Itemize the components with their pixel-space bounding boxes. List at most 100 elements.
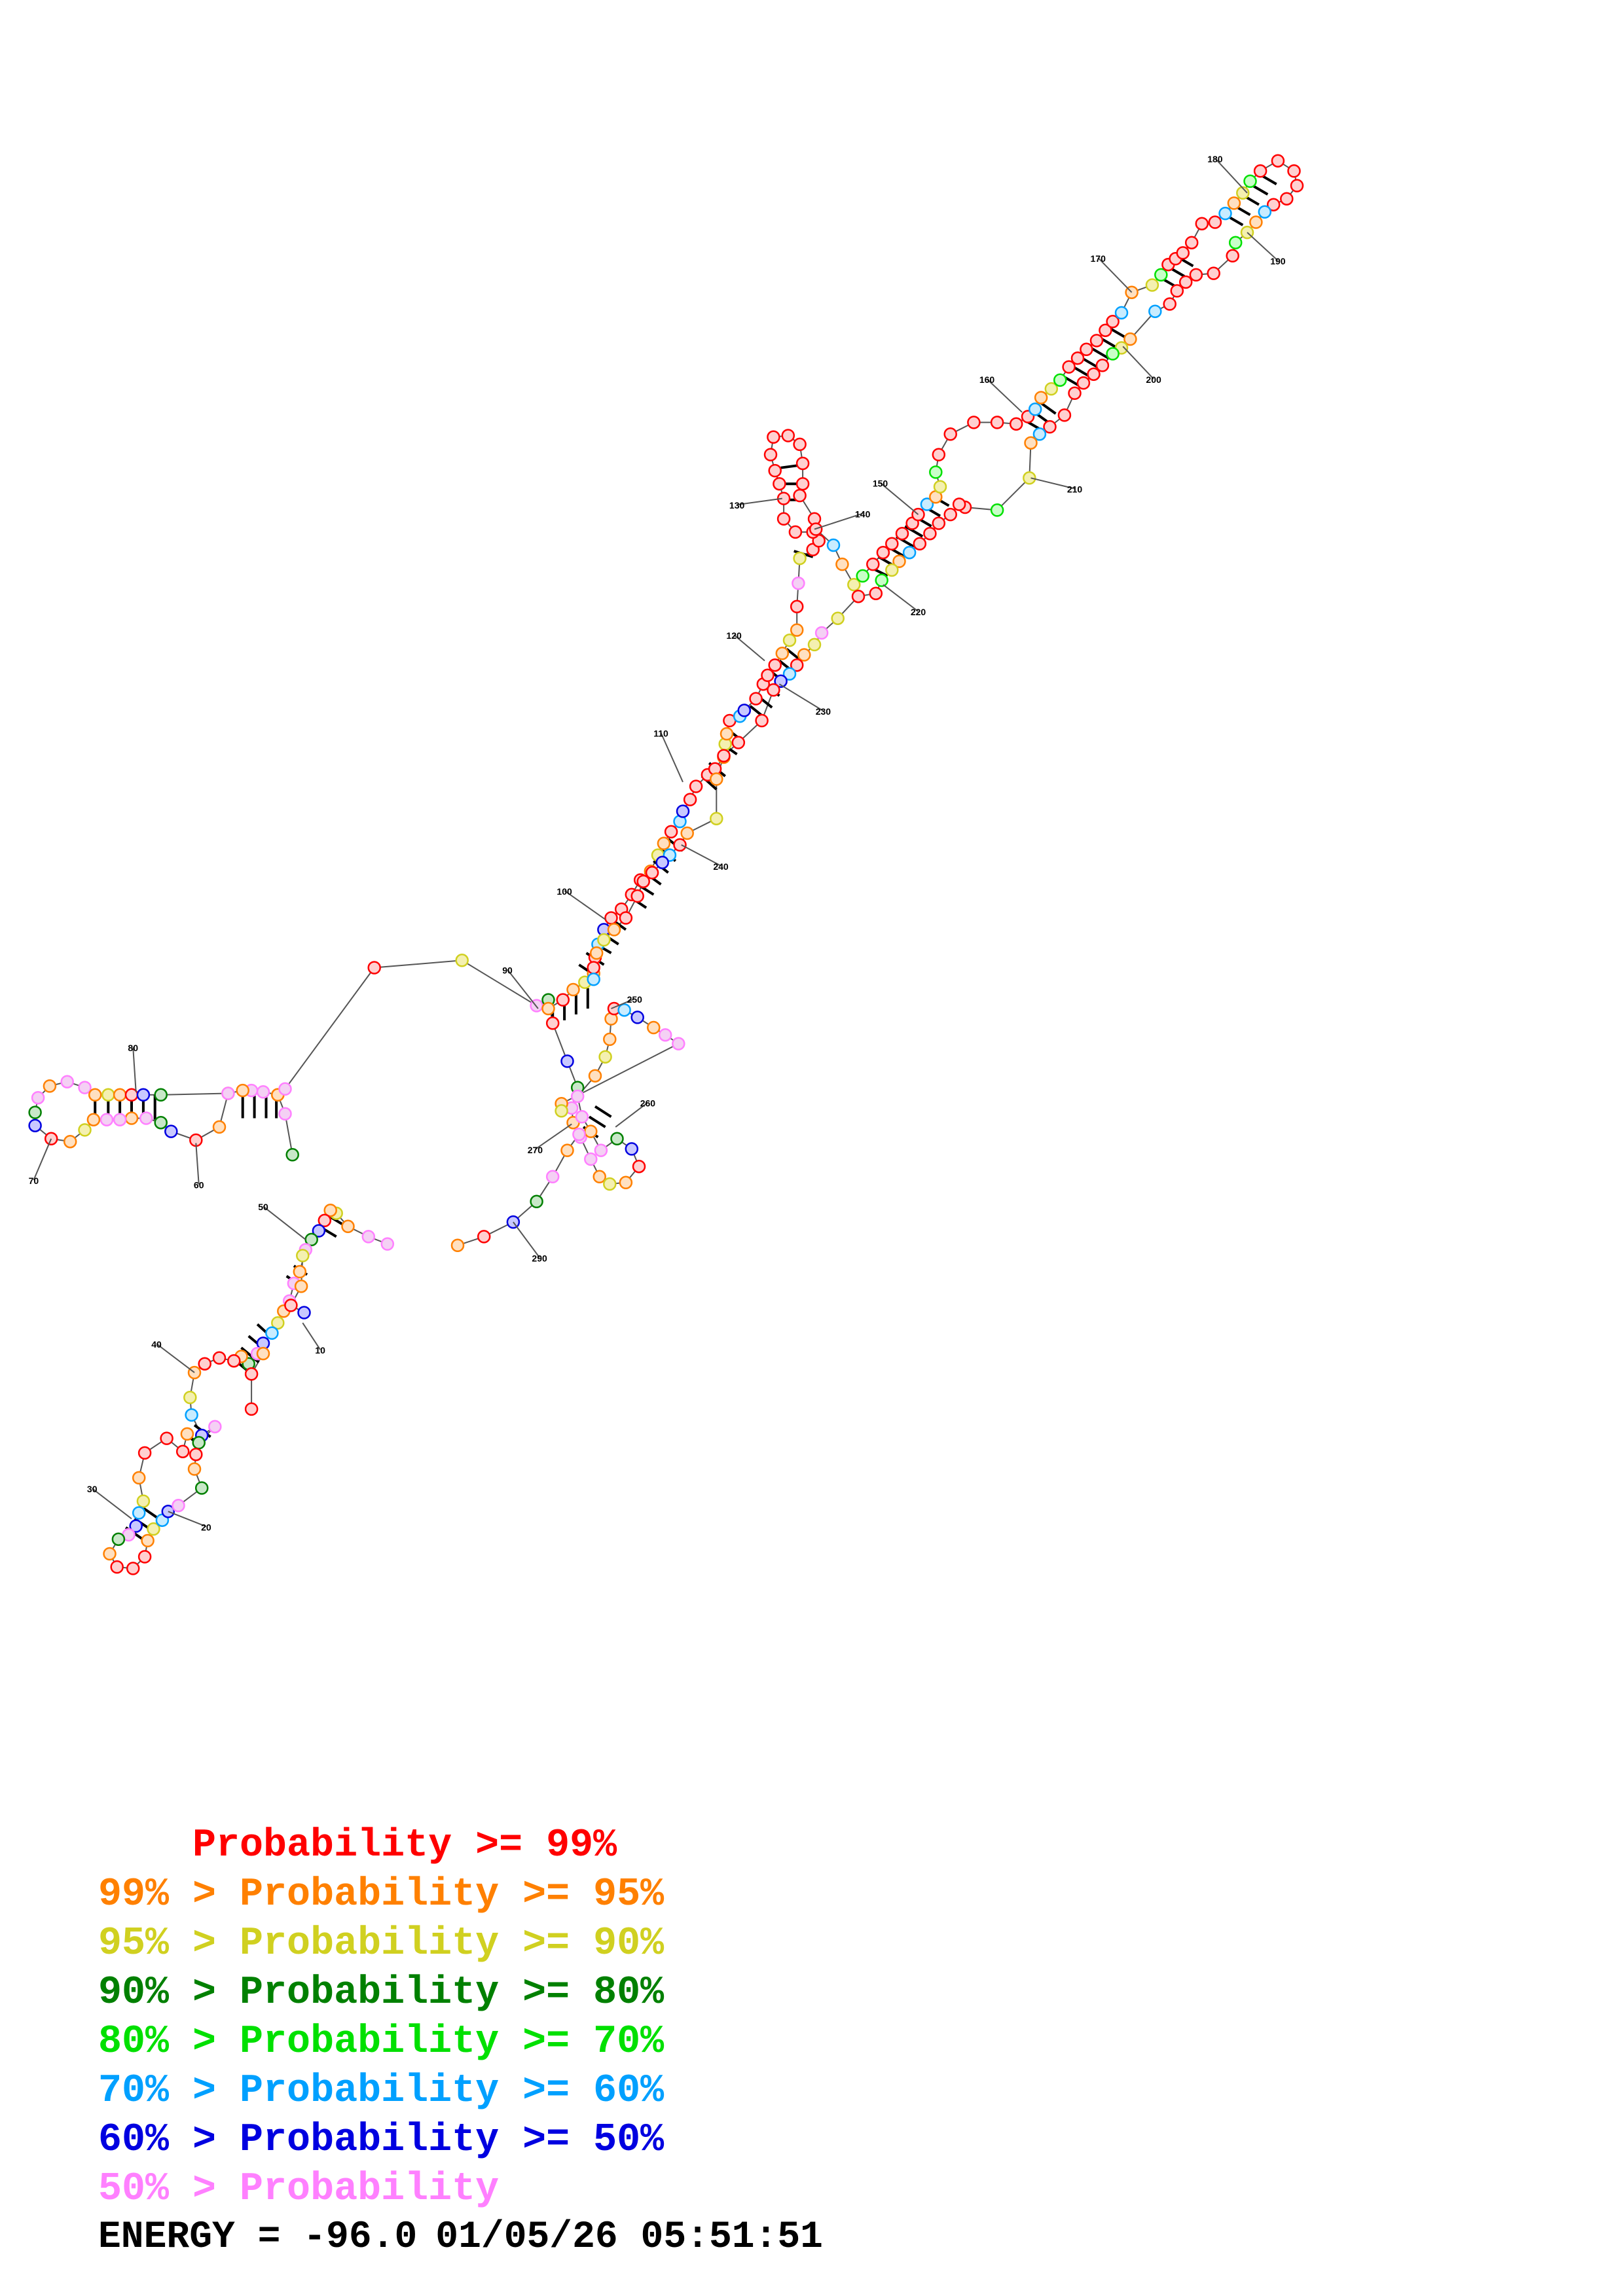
nucleotide	[773, 476, 786, 491]
nucleotide	[943, 507, 957, 522]
nucleotide	[680, 826, 694, 840]
nucleotide	[265, 1326, 279, 1340]
nucleotide	[1227, 196, 1241, 210]
nucleotide	[797, 648, 811, 662]
nucleotide	[847, 578, 861, 592]
position-label: 60	[194, 1180, 204, 1191]
nucleotide	[111, 1532, 126, 1546]
nucleotide	[610, 1132, 624, 1146]
nucleotide	[767, 430, 780, 444]
nucleotide	[293, 1265, 307, 1279]
nucleotide	[141, 1534, 155, 1548]
nucleotide	[689, 780, 703, 793]
nucleotide	[645, 866, 659, 880]
nucleotide	[88, 1088, 102, 1102]
nucleotide	[126, 1562, 140, 1575]
nucleotide	[1236, 186, 1250, 200]
nucleotide	[1178, 275, 1193, 289]
nucleotide	[1095, 359, 1110, 372]
nucleotide	[187, 1462, 202, 1476]
nucleotide	[795, 476, 810, 491]
legend-row: 90% > Probability >= 80%	[98, 1971, 665, 2015]
nucleotide	[212, 1120, 227, 1134]
nucleotide	[790, 658, 804, 672]
nucleotide	[1114, 306, 1129, 320]
nucleotide	[450, 1238, 465, 1253]
nucleotide	[132, 1506, 146, 1520]
nucleotide	[556, 993, 570, 1007]
nucleotide	[86, 1113, 101, 1126]
nucleotide	[208, 1420, 222, 1433]
position-label: 270	[528, 1145, 543, 1155]
nucleotide	[1076, 376, 1091, 390]
nucleotide	[1034, 391, 1048, 404]
nucleotide	[312, 1224, 326, 1238]
nucleotide	[1068, 386, 1082, 401]
nucleotide	[1228, 236, 1243, 249]
nucleotide	[913, 537, 927, 551]
nucleotide	[572, 1127, 586, 1141]
nucleotide	[856, 569, 869, 583]
nucleotide	[617, 1003, 631, 1017]
nucleotide	[160, 1431, 173, 1445]
nucleotide	[256, 1085, 270, 1099]
nucleotide	[154, 1088, 168, 1102]
nucleotide	[136, 1494, 151, 1508]
nucleotide	[875, 573, 888, 587]
nucleotide	[710, 772, 723, 786]
nucleotide	[297, 1306, 311, 1319]
nucleotide	[132, 1471, 146, 1485]
position-label: 100	[556, 886, 572, 897]
energy-value: ENERGY = -96.0	[98, 2216, 418, 2259]
nucleotide	[776, 512, 791, 526]
nucleotide	[676, 804, 690, 818]
nucleotide	[284, 1299, 298, 1312]
nucleotide	[851, 589, 866, 603]
nucleotide	[990, 416, 1004, 429]
nucleotide	[194, 1481, 209, 1495]
position-label: 110	[653, 728, 668, 739]
nucleotide	[28, 1105, 42, 1119]
nucleotide	[1195, 217, 1209, 230]
nucleotide	[1087, 367, 1101, 381]
nucleotide	[1184, 236, 1199, 249]
nucleotide	[1207, 266, 1220, 280]
nucleotide	[183, 1390, 197, 1405]
nucleotide	[619, 911, 633, 925]
nucleotide	[632, 1159, 646, 1174]
legend-row: 60% > Probability >= 50%	[98, 2118, 665, 2162]
nucleotide	[1258, 205, 1272, 219]
legend-row: 80% > Probability >= 70%	[98, 2020, 665, 2064]
nucleotide	[294, 1280, 308, 1293]
nucleotide	[737, 704, 752, 717]
position-labels: 10 20 30 40 50 60 70 80 90 100 110 120 130 140 150 160 1…	[29, 154, 1286, 1532]
nucleotide	[932, 516, 946, 530]
nucleotide	[657, 836, 671, 850]
nucleotide	[1028, 403, 1042, 416]
nucleotide	[227, 1354, 241, 1368]
nucleotide	[967, 416, 981, 429]
nucleotide	[236, 1083, 249, 1098]
nucleotide	[775, 647, 790, 660]
nucleotide	[630, 1011, 644, 1024]
nucleotide	[1106, 347, 1120, 361]
nucleotide	[1208, 215, 1222, 229]
nucleotide	[1253, 164, 1267, 178]
nucleotide	[1009, 417, 1023, 431]
nucleotide	[866, 557, 880, 571]
nucleotide	[244, 1402, 259, 1416]
nucleotide	[761, 668, 775, 683]
nucleotide	[180, 1427, 194, 1441]
nucleotide	[795, 456, 810, 471]
nucleotide	[923, 526, 937, 541]
nucleotide	[1023, 471, 1036, 485]
nucleotide	[603, 1032, 617, 1047]
nucleotide	[920, 497, 934, 511]
nucleotide	[943, 427, 957, 441]
nucleotide	[103, 1547, 117, 1561]
nucleotide	[541, 1001, 555, 1016]
nucleotide	[575, 1110, 589, 1124]
nucleotide	[831, 611, 845, 625]
nucleotide	[952, 497, 966, 511]
